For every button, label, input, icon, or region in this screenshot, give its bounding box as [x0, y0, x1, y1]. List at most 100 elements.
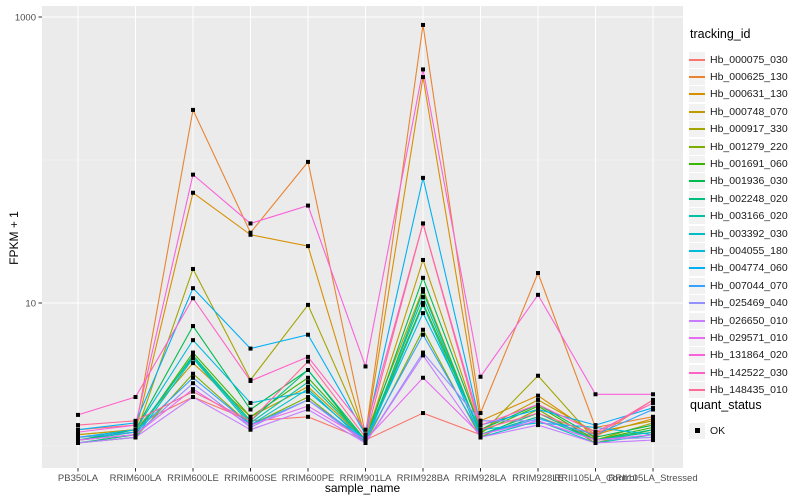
data-point	[133, 423, 138, 428]
data-point	[593, 435, 598, 440]
legend-item-label: Hb_003392_030	[710, 227, 788, 240]
line-key-icon	[689, 173, 705, 190]
data-point	[478, 427, 483, 432]
data-point	[306, 387, 310, 392]
data-point	[421, 375, 425, 380]
line-key-icon	[689, 295, 705, 312]
data-point	[536, 397, 540, 402]
data-point	[363, 427, 368, 432]
data-point	[306, 404, 310, 409]
data-point	[421, 257, 425, 262]
x-tick-label: RRIM928LA	[455, 473, 507, 484]
data-point	[651, 400, 655, 405]
y-tick-label: 1000	[15, 13, 36, 24]
legend-item: Hb_000917_330	[689, 121, 799, 138]
data-point	[478, 432, 483, 437]
data-point	[191, 107, 195, 112]
legend-item: Hb_026650_010	[689, 312, 799, 329]
line-key-icon	[689, 382, 705, 399]
data-point	[191, 381, 195, 386]
data-point	[536, 292, 540, 297]
data-point	[536, 402, 540, 407]
data-point	[651, 423, 655, 428]
data-point	[421, 353, 425, 358]
data-point	[191, 389, 195, 394]
data-point	[306, 380, 310, 385]
data-point	[133, 427, 138, 432]
data-point	[191, 190, 195, 195]
data-point	[651, 392, 655, 397]
legend-quant-status: quant_status OK	[689, 398, 799, 439]
data-point	[191, 356, 195, 361]
data-point	[536, 407, 540, 412]
legend-item: Hb_001691_060	[689, 155, 799, 173]
legend-item: Hb_003166_020	[689, 208, 799, 225]
legend-item-label: Hb_000075_030	[710, 53, 788, 66]
plot-panel	[42, 6, 683, 468]
line-key-icon	[689, 86, 705, 103]
data-point	[593, 440, 598, 445]
x-tick-label: RRII105LA_Stressed	[608, 473, 697, 484]
data-point	[363, 438, 368, 443]
legend-title: tracking_id	[690, 27, 751, 41]
data-point	[421, 221, 425, 226]
data-point	[306, 414, 310, 419]
data-point	[421, 411, 425, 416]
line-key-icon	[689, 225, 705, 242]
data-point	[651, 435, 655, 440]
data-point	[651, 438, 655, 443]
data-point	[363, 440, 368, 445]
line-key-icon	[689, 260, 705, 277]
line-key-icon	[689, 156, 705, 173]
data-point	[651, 420, 655, 425]
data-point	[421, 275, 425, 280]
point-key-icon	[689, 422, 705, 439]
data-point	[191, 324, 195, 329]
legend-item-list: Hb_000075_030 Hb_000625_130 Hb_000631_130 H…	[689, 51, 799, 399]
legend-item: Hb_000631_130	[689, 86, 799, 103]
x-tick-label: RRIM928BA	[397, 473, 450, 484]
legend-item: Hb_131864_020	[689, 347, 799, 364]
data-point	[191, 395, 195, 400]
line-key-icon	[689, 242, 705, 259]
data-point	[478, 423, 483, 428]
data-point	[306, 397, 310, 402]
data-point	[421, 332, 425, 337]
x-tick-label: RRIM600SE	[224, 473, 277, 484]
legend-item: Hb_003392_030	[689, 225, 799, 242]
legend-item: Hb_001936_030	[689, 173, 799, 190]
data-point	[248, 378, 253, 383]
legend-item: Hb_004774_060	[689, 260, 799, 277]
legend-item: Hb_001279_220	[689, 138, 799, 155]
data-point	[363, 435, 368, 440]
data-point	[593, 392, 598, 397]
data-point	[133, 432, 138, 437]
data-point	[191, 371, 195, 376]
data-point	[651, 427, 655, 432]
x-tick-label: RRIM901LA	[340, 473, 392, 484]
data-point	[248, 407, 253, 412]
x-tick-label: RRIM928LE	[512, 473, 564, 484]
data-point	[536, 411, 540, 416]
data-point	[191, 266, 195, 271]
legend-item: Hb_000075_030	[689, 51, 799, 68]
legend-item-label: Hb_001936_030	[710, 175, 788, 188]
data-point	[536, 393, 540, 398]
line-key-icon	[689, 347, 705, 364]
line-key-icon	[689, 138, 705, 155]
data-point	[421, 175, 425, 180]
legend2-title: quant_status	[690, 398, 762, 412]
data-point	[536, 418, 540, 423]
data-point	[421, 302, 425, 307]
data-point	[593, 438, 598, 443]
legend-item-label: Hb_000625_130	[710, 71, 788, 84]
legend-item-label: Hb_131864_020	[710, 349, 788, 362]
line-key-icon	[689, 364, 705, 381]
data-point	[191, 375, 195, 380]
data-point	[421, 22, 425, 27]
line-key-icon	[689, 277, 705, 294]
legend-item: Hb_004055_180	[689, 242, 799, 259]
legend-item: OK	[689, 422, 799, 439]
data-point	[421, 289, 425, 294]
